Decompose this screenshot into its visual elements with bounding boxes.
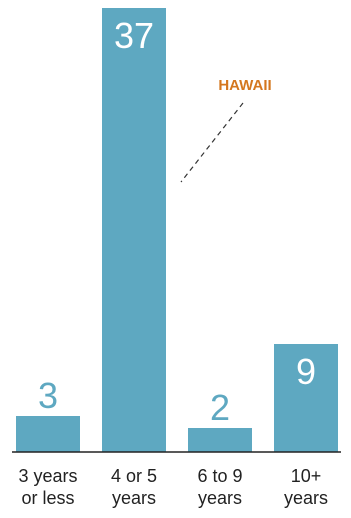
category-label-line: years [284,488,328,508]
category-label-line: years [198,488,242,508]
value-label-0: 3 [38,375,58,416]
category-label-line: or less [21,488,74,508]
category-label-line: 3 years [18,466,77,486]
value-label-2: 2 [210,387,230,428]
category-label-1: 4 or 5 years [111,466,157,508]
bar-0 [16,416,80,452]
value-labels-layer: 3 37 2 9 [38,15,316,428]
annotation-label: HAWAII [218,77,271,94]
annotation-layer: HAWAII [180,77,272,183]
category-label-line: years [112,488,156,508]
category-label-line: 6 to 9 [197,466,242,486]
category-label-3: 10+ years [284,466,328,508]
value-label-3: 9 [296,351,316,392]
category-label-line: 4 or 5 [111,466,157,486]
value-label-1: 37 [114,15,154,56]
bar-1 [102,8,166,452]
category-label-line: 10+ [291,466,322,486]
bar-2 [188,428,252,452]
category-label-2: 6 to 9 years [197,466,242,508]
category-label-0: 3 years or less [18,466,77,508]
bar-3 [274,344,338,452]
annotation-leader-line [180,102,244,183]
bars-layer [16,8,338,452]
